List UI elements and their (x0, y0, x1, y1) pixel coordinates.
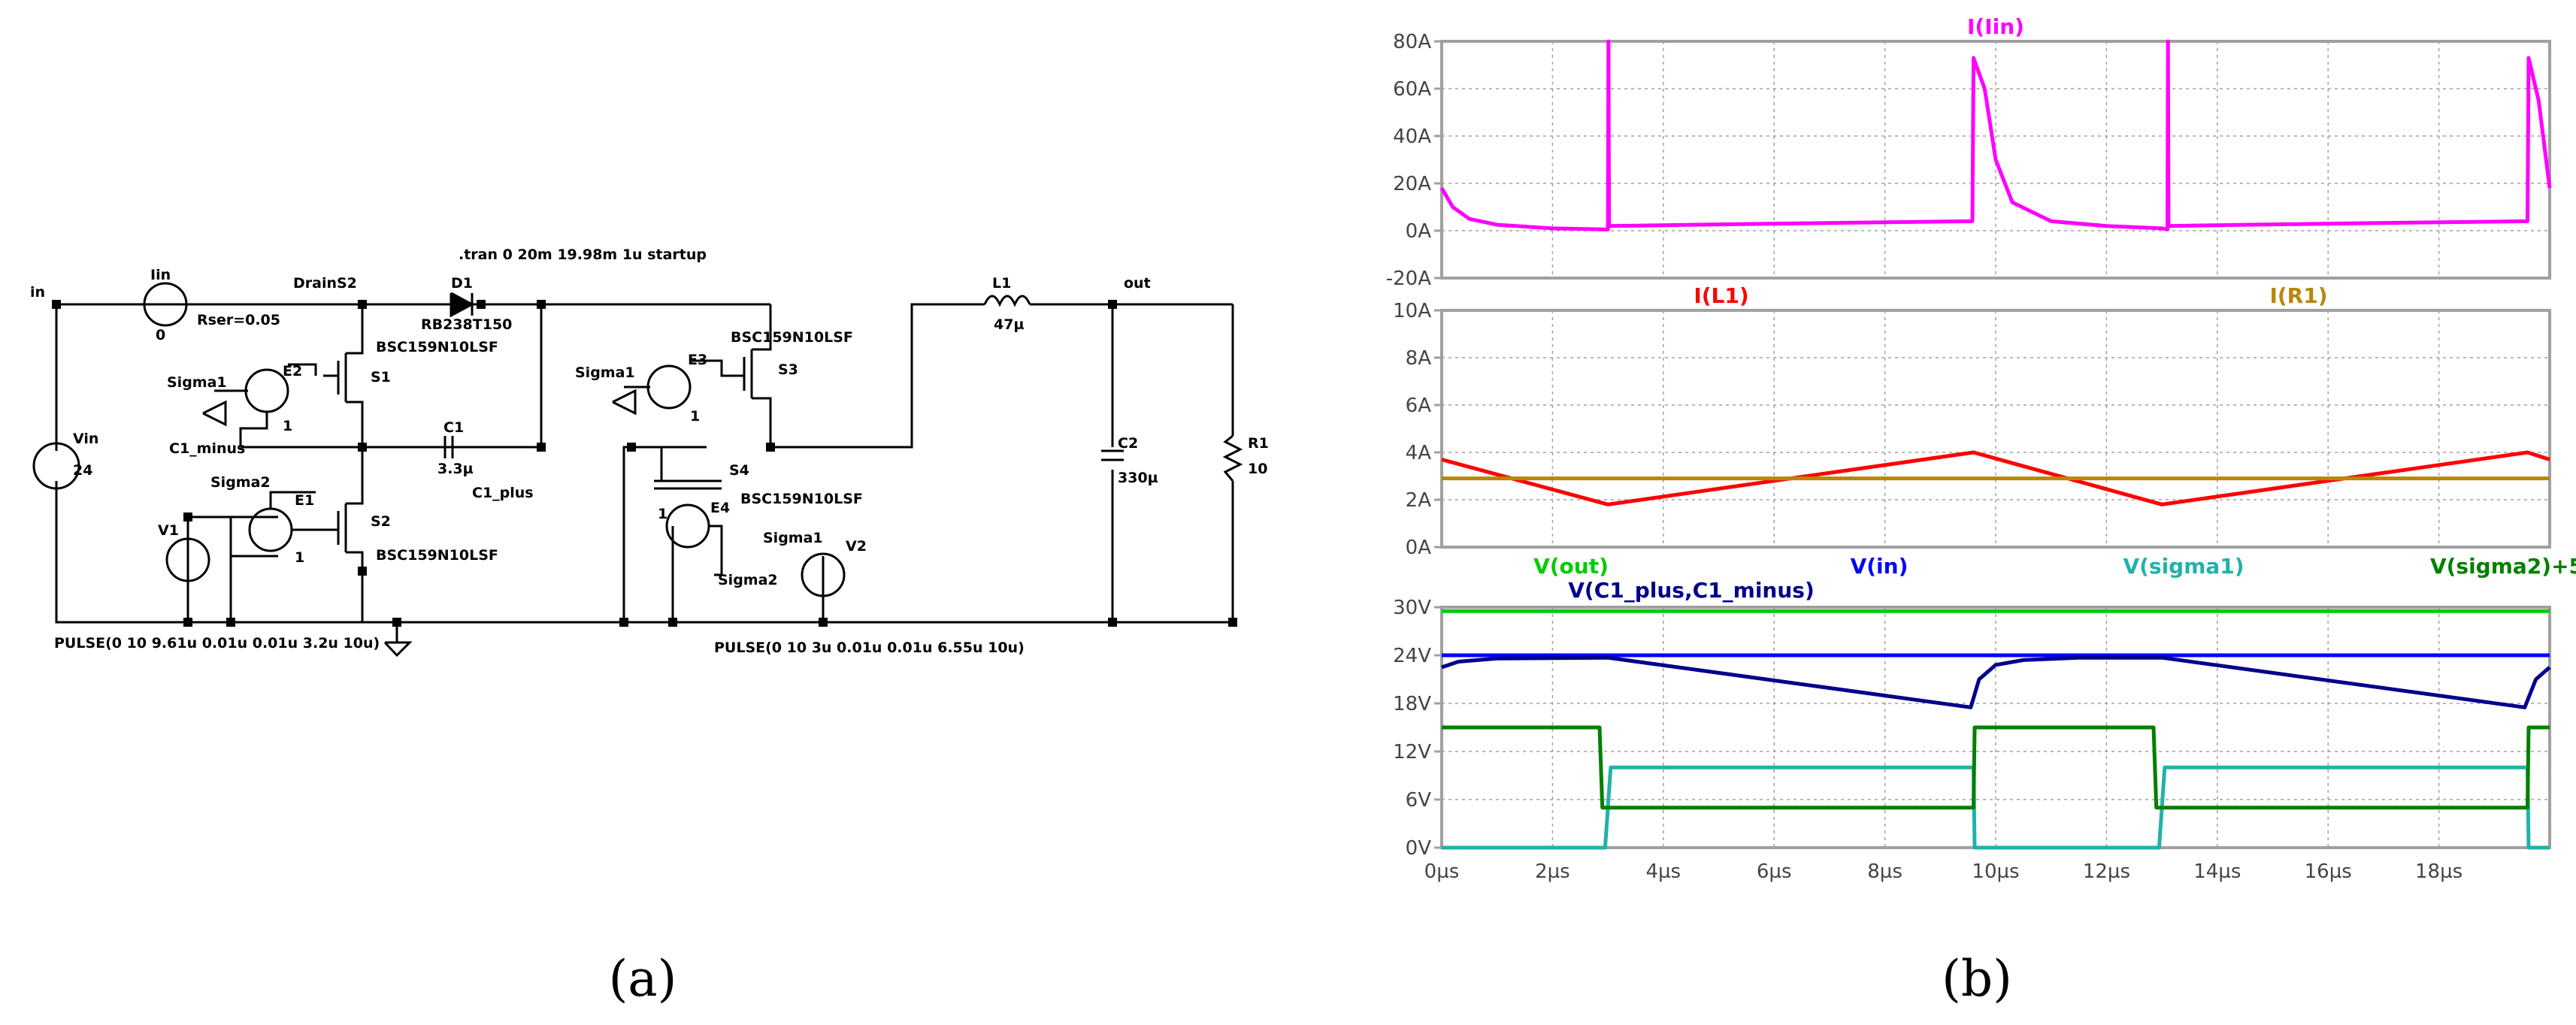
waveform-plots: 80A 60A 40A 20A 0A -20A I(Iin) 10A 8A 6A 4A 2A 0A I(L… (1386, 14, 2576, 883)
sigma2-mid: Sigma2 (718, 572, 778, 588)
node-c1-plus: C1_plus (472, 485, 534, 501)
x-tick-label: 14µs (2193, 860, 2241, 883)
y-tick-label: 20A (1393, 173, 1431, 195)
y-tick-label: 6A (1406, 395, 1432, 417)
y-tick-label: 24V (1393, 645, 1431, 667)
s3-name: S3 (778, 361, 798, 378)
series-line-v-sigma2-5 (1442, 725, 2550, 810)
x-tick-label: 8µs (1867, 860, 1902, 883)
sigma1-mid: Sigma1 (575, 364, 635, 381)
v1-name: V1 (158, 522, 179, 539)
y-tick-label: 2A (1406, 489, 1432, 512)
e1-gain: 1 (295, 549, 304, 566)
s1-model: BSC159N10LSF (376, 339, 498, 355)
series-title: I(R1) (2269, 283, 2327, 308)
node-out: out (1124, 275, 1151, 292)
e3-gain: 1 (690, 408, 700, 425)
x-tick-label: 12µs (2083, 860, 2130, 883)
caption-b: (b) (1942, 950, 2012, 1008)
series-line-i-iin- (1439, 39, 2552, 231)
y-tick-label: 80A (1393, 31, 1431, 53)
x-tick-label: 6µs (1757, 860, 1792, 883)
s2-model: BSC159N10LSF (376, 547, 498, 564)
y-tick-label: 8A (1406, 347, 1432, 370)
v2-pulse: PULSE(0 10 3u 0.01u 0.01u 6.55u 10u) (714, 639, 1025, 656)
series-title: V(sigma2)+5 (2430, 554, 2576, 579)
l1-value: 47µ (994, 316, 1024, 333)
junctions (52, 300, 1237, 627)
y-tick-label: 12V (1393, 741, 1431, 763)
r1-value: 10 (1248, 461, 1267, 477)
v2-name: V2 (846, 538, 867, 555)
y-tick-label: 60A (1393, 78, 1431, 101)
s1-name: S1 (371, 369, 391, 386)
series-title: I(Iin) (1967, 14, 2024, 39)
x-tick-label: 18µs (2415, 860, 2462, 883)
schematic-labels: .tran 0 20m 19.98m 1u startup in Iin 0 R… (30, 246, 1269, 656)
sigma1-v2: Sigma1 (763, 530, 823, 546)
plot-panel-2: 10A 8A 6A 4A 2A 0A I(L1) I(R1) (1393, 283, 2551, 559)
component-symbols (32, 282, 1243, 597)
e3-name: E3 (688, 352, 707, 368)
y-tick-label: 40A (1393, 125, 1431, 148)
c2-name: C2 (1118, 435, 1138, 452)
y-tick-label: 4A (1406, 442, 1432, 464)
x-tick-label: 2µs (1535, 860, 1570, 883)
iin-value: 0 (156, 327, 165, 343)
plot-frame (1440, 309, 2551, 549)
x-tick-label: 10µs (1972, 860, 2019, 883)
s4-model: BSC159N10LSF (740, 491, 863, 507)
c2-value: 330µ (1118, 470, 1158, 486)
sigma2-left: Sigma2 (210, 474, 271, 491)
iin-name: Iin (150, 267, 171, 283)
y-tick-label: -20A (1386, 268, 1431, 290)
series-line-v-c1-plus-c1-minus- (1441, 655, 2551, 709)
node-c1-minus: C1_minus (169, 440, 245, 457)
v1-pulse: PULSE(0 10 9.61u 0.01u 0.01u 3.2u 10u) (54, 635, 380, 652)
node-drain-s2: DrainS2 (293, 275, 357, 292)
node-in: in (30, 284, 45, 301)
d1-name: D1 (451, 275, 473, 292)
x-tick-label: 4µs (1645, 860, 1681, 883)
x-tick-label: 16µs (2305, 860, 2352, 883)
s3-model: BSC159N10LSF (731, 329, 853, 346)
series-title: V(C1_plus,C1_minus) (1568, 578, 1815, 603)
x-tick-label: 0µs (1424, 860, 1460, 883)
s4-name: S4 (729, 462, 749, 479)
plot-panel-1: 80A 60A 40A 20A 0A -20A I(Iin) (1386, 14, 2552, 290)
vin-name: Vin (73, 431, 98, 447)
e2-name: E2 (283, 363, 302, 379)
l1-name: L1 (992, 275, 1011, 292)
r1-name: R1 (1248, 435, 1269, 452)
c1-value: 3.3µ (437, 461, 474, 477)
y-tick-label: 0V (1406, 837, 1432, 860)
c1-name: C1 (443, 419, 464, 436)
series-title: V(in) (1851, 554, 1909, 579)
e4-name: E4 (710, 500, 730, 516)
y-tick-label: 18V (1393, 693, 1431, 715)
y-tick-label: 10A (1393, 300, 1431, 322)
sigma1-left: Sigma1 (167, 374, 227, 391)
vin-value: 24 (73, 462, 92, 479)
rser-label: Rser=0.05 (197, 312, 280, 328)
caption-a: (a) (609, 950, 677, 1008)
series-title: V(sigma1) (2123, 554, 2244, 579)
y-tick-label: 0A (1406, 537, 1432, 559)
e2-gain: 1 (283, 418, 292, 434)
y-tick-label: 6V (1406, 789, 1432, 812)
s2-name: S2 (371, 513, 391, 530)
d1-value: RB238T150 (421, 316, 512, 333)
schematic (55, 303, 1234, 658)
e1-name: E1 (295, 492, 314, 509)
directive: .tran 0 20m 19.98m 1u startup (459, 246, 707, 263)
e4-gain: 1 (658, 506, 667, 522)
y-tick-label: 30V (1393, 597, 1431, 619)
series-title: I(L1) (1694, 283, 1748, 308)
series-title: V(out) (1533, 554, 1609, 579)
y-tick-label: 0A (1406, 220, 1432, 243)
